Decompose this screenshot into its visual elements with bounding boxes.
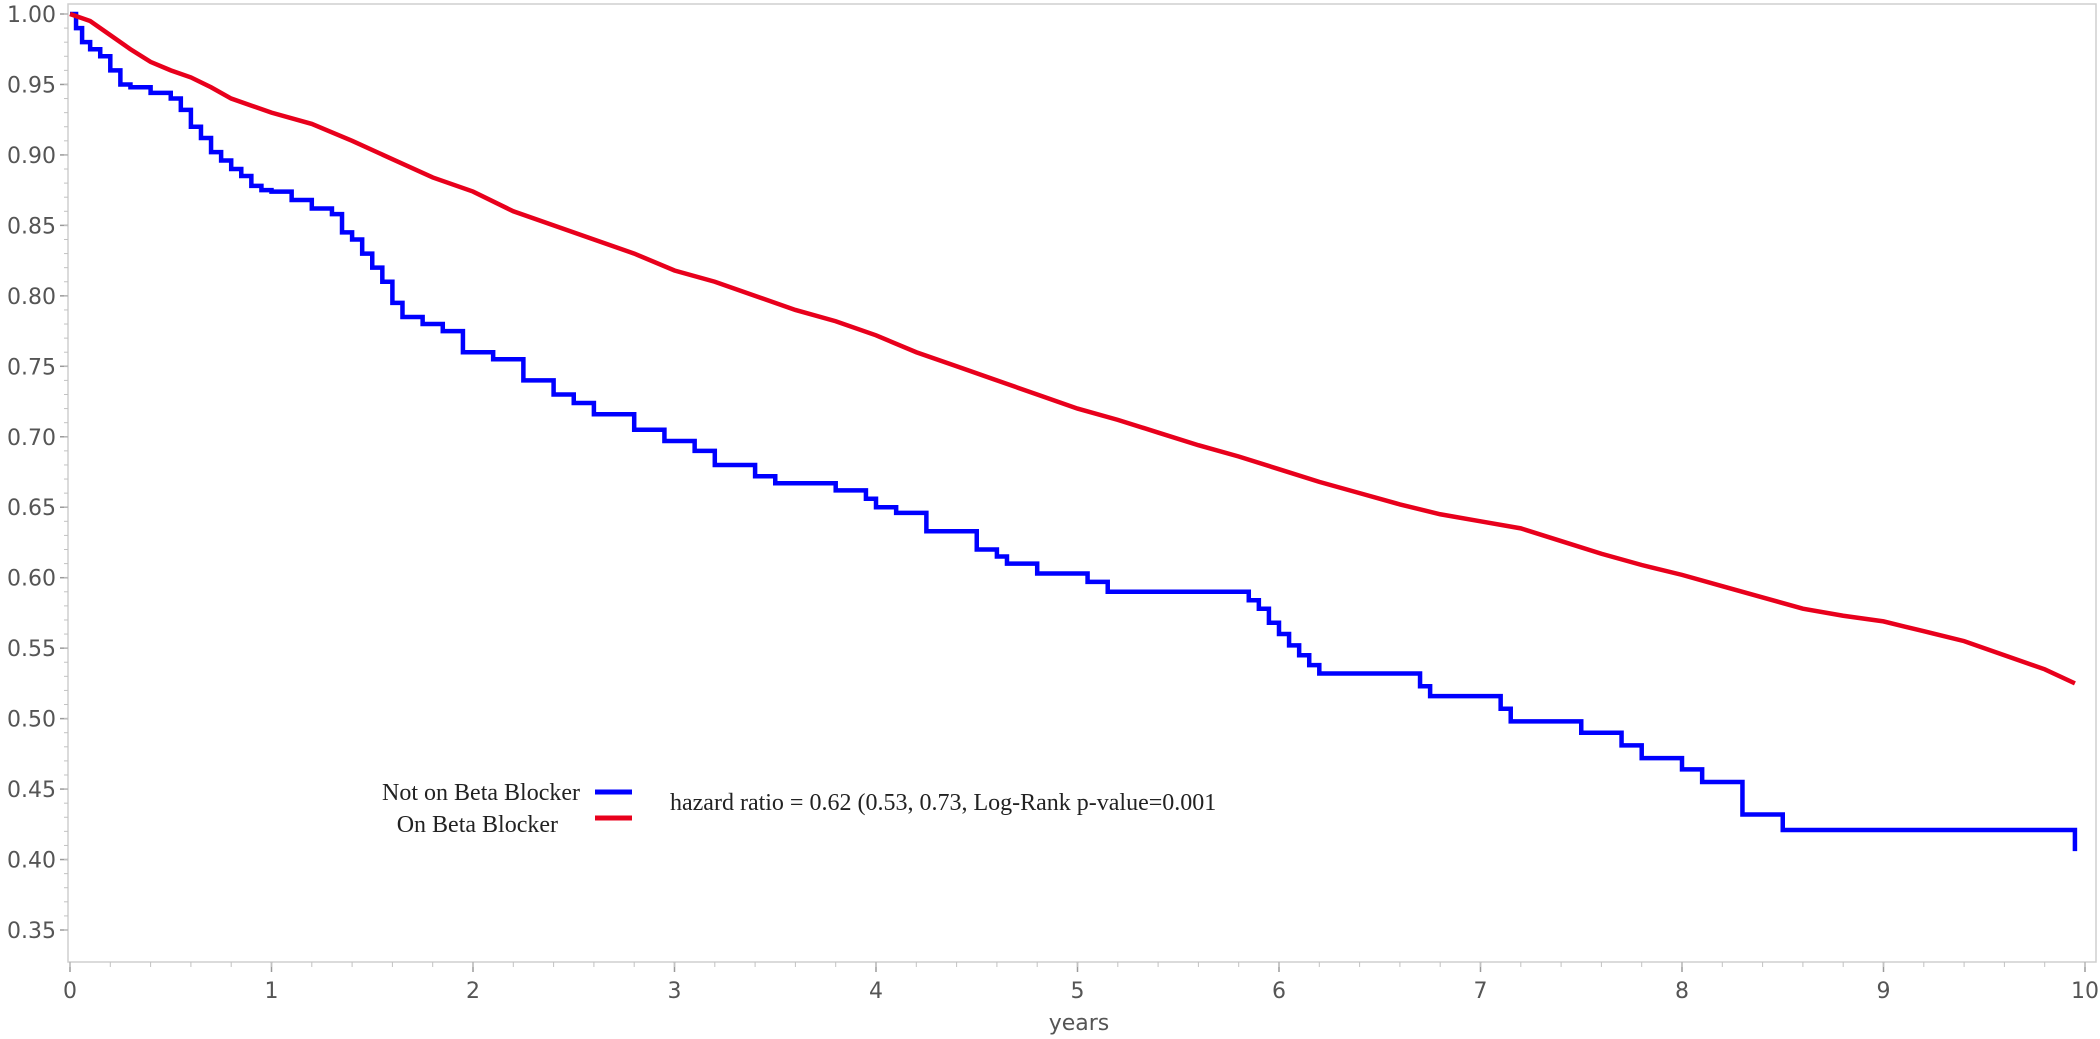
y-axis: 1.00 0.95 0.90 0.85 0.80 0.75 0.70 0.65 0.60 0.55…: [7, 3, 68, 944]
y-tick-label: 0.35: [7, 919, 56, 944]
series-line-not-on-beta-blocker: [70, 11, 2078, 852]
legend: Not on Beta Blocker On Beta Blocker: [382, 780, 632, 838]
y-tick-label: 0.85: [7, 214, 56, 239]
x-tick-label: 5: [1071, 979, 1085, 1004]
y-tick-label: 0.65: [7, 496, 56, 521]
y-tick-label: 0.80: [7, 285, 56, 310]
x-tick-label: 9: [1877, 979, 1891, 1004]
y-tick-label: 0.50: [7, 708, 56, 733]
x-axis-title: years: [1049, 1011, 1110, 1036]
x-tick-label: 3: [668, 979, 682, 1004]
x-tick-label: 1: [265, 979, 279, 1004]
y-tick-label: 0.95: [7, 73, 56, 98]
hazard-ratio-annotation: hazard ratio = 0.62 (0.53, 0.73, Log-Ran…: [670, 790, 1216, 816]
y-tick-label: 0.90: [7, 144, 56, 169]
x-tick-label: 7: [1474, 979, 1488, 1004]
legend-label-on-beta-blocker: On Beta Blocker: [397, 812, 558, 838]
y-tick-label: 0.70: [7, 426, 56, 451]
x-tick-label: 2: [466, 979, 480, 1004]
x-tick-label: 4: [869, 979, 883, 1004]
legend-label-not-on-beta-blocker: Not on Beta Blocker: [382, 780, 580, 806]
plot-frame: [67, 3, 2097, 963]
x-tick-label: 8: [1675, 979, 1689, 1004]
x-tick-label: 10: [2071, 979, 2099, 1004]
x-axis: 0 1 2 3 4 5 6 7 8 9 10: [63, 962, 2099, 1004]
x-tick-label: 0: [63, 979, 77, 1004]
y-tick-label: 0.60: [7, 567, 56, 592]
x-tick-label: 6: [1272, 979, 1286, 1004]
y-tick-label: 0.40: [7, 849, 56, 874]
y-tick-label: 0.45: [7, 778, 56, 803]
y-tick-label: 0.55: [7, 637, 56, 662]
series-layer: [69, 11, 2078, 852]
series-line-on-beta-blocker: [69, 11, 2076, 686]
y-tick-label: 1.00: [7, 3, 56, 28]
y-tick-label: 0.75: [7, 355, 56, 380]
